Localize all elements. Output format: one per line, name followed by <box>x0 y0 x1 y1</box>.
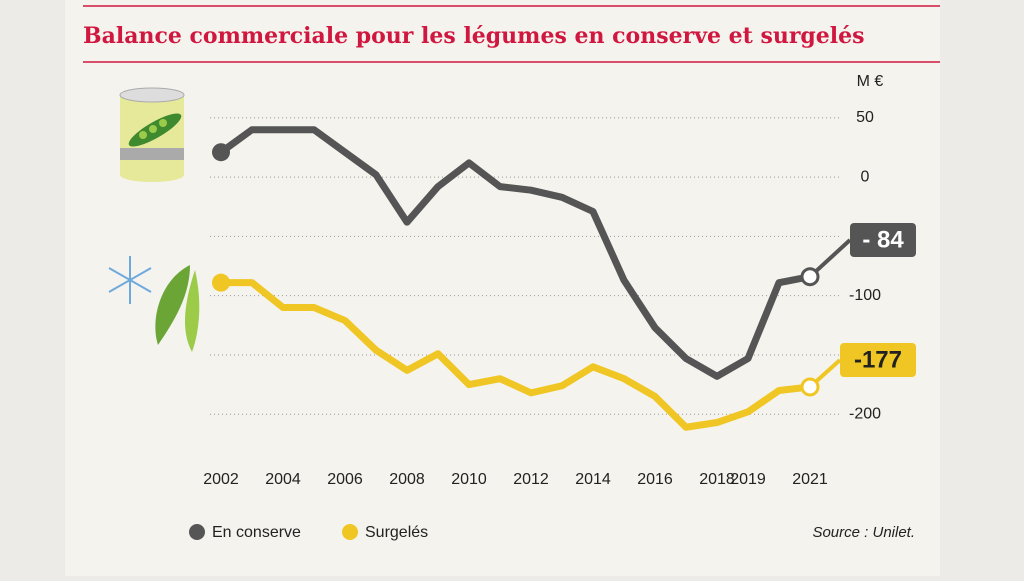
x-tick-label: 2002 <box>203 471 239 488</box>
start-marker <box>212 143 230 162</box>
x-tick-label: 2016 <box>637 471 673 488</box>
y-tick-label: -100 <box>849 287 881 304</box>
x-tick-label: 2004 <box>265 471 301 488</box>
value-label: -177 <box>854 346 902 373</box>
value-label: - 84 <box>862 226 904 253</box>
callout-box <box>850 223 916 257</box>
y-unit: M € <box>857 73 884 90</box>
y-tick-label: 0 <box>861 168 870 185</box>
beans-icon <box>155 265 200 352</box>
legend-label: En conserve <box>212 524 301 541</box>
series-line <box>221 279 811 431</box>
x-tick-label: 2019 <box>730 471 766 488</box>
end-marker <box>800 267 820 287</box>
snowflake-icon <box>108 256 152 304</box>
callout-box <box>840 343 916 377</box>
legend-swatch <box>189 524 205 540</box>
y-tick-label: 50 <box>856 109 874 126</box>
chart-title: Balance commerciale pour les légumes en … <box>83 23 865 49</box>
source: Source : Unilet. <box>812 524 915 541</box>
legend: En conserve Surgelés <box>189 524 428 541</box>
can-icon <box>119 87 185 182</box>
start-marker <box>212 273 230 292</box>
y-tick-label: -200 <box>849 405 881 422</box>
legend-swatch <box>342 524 358 540</box>
x-tick-label: 2010 <box>451 471 487 488</box>
x-tick-label: 2008 <box>389 471 425 488</box>
panel <box>65 0 940 576</box>
end-marker <box>800 377 820 397</box>
legend-label: Surgelés <box>365 524 428 541</box>
x-tick-label: 2006 <box>327 471 363 488</box>
x-tick-label: 2021 <box>792 471 828 488</box>
x-tick-label: 2012 <box>513 471 549 488</box>
x-tick-label: 2014 <box>575 471 611 488</box>
x-tick-label: 2018 <box>699 471 735 488</box>
series-line <box>218 126 811 380</box>
